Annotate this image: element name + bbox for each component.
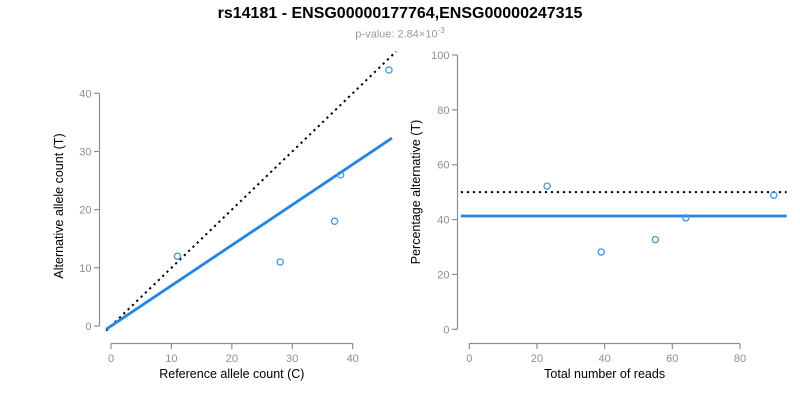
x-tick-label: 60 [666, 353, 678, 365]
p-value-subtitle: p-value: 2.84×10-3 [0, 26, 800, 41]
x-tick-label: 30 [286, 353, 298, 365]
data-point [597, 248, 606, 256]
y-tick-label: 20 [437, 269, 449, 281]
x-tick-label: 0 [108, 353, 114, 365]
y-tick-label: 100 [431, 50, 449, 62]
data-point [385, 66, 393, 74]
y-tick-label: 30 [79, 146, 91, 158]
data-point [330, 217, 339, 226]
data-point [173, 252, 182, 260]
p-value-exponent: -3 [437, 26, 445, 35]
y-tick-label: 80 [437, 105, 449, 117]
x-axis-title: Total number of reads [544, 367, 665, 381]
data-point [770, 191, 778, 199]
x-tick-label: 20 [531, 353, 543, 365]
regression-line [105, 136, 393, 331]
chart-title: rs14181 - ENSG00000177764,ENSG0000024731… [217, 5, 583, 22]
y-tick-label: 0 [443, 324, 449, 336]
x-tick-label: 0 [466, 353, 472, 365]
y-tick-label: 40 [437, 215, 449, 227]
y-tick-label: 10 [79, 263, 91, 275]
p-value-base: p-value: 2.84×10 [355, 28, 438, 41]
x-tick-label: 80 [734, 353, 746, 365]
y-tick-label: 20 [79, 205, 91, 217]
scatter-panel-2: 0 20 40 60 80 100 0 20 40 60 80 Total number of rea… [409, 50, 787, 381]
y-axis-title: Alternative allele count (T) [52, 133, 66, 278]
data-point [276, 258, 284, 266]
y-tick-label: 40 [79, 88, 91, 100]
x-tick-label: 10 [165, 353, 177, 365]
x-tick-label: 20 [226, 353, 238, 365]
data-point [651, 235, 660, 244]
scatter-panel-1: 0 10 20 30 40 0 10 20 30 40 Reference allele count… [52, 50, 397, 381]
x-axis-title: Reference allele count (C) [159, 367, 304, 381]
data-point [336, 170, 345, 179]
y-tick-label: 0 [85, 321, 91, 333]
x-tick-label: 40 [347, 353, 359, 365]
data-point [543, 182, 551, 190]
y-tick-label: 60 [437, 160, 449, 172]
y-axis-title: Percentage alternative (T) [409, 120, 423, 265]
x-tick-label: 40 [599, 353, 611, 365]
data-point [682, 214, 690, 222]
identity-line [105, 50, 397, 332]
